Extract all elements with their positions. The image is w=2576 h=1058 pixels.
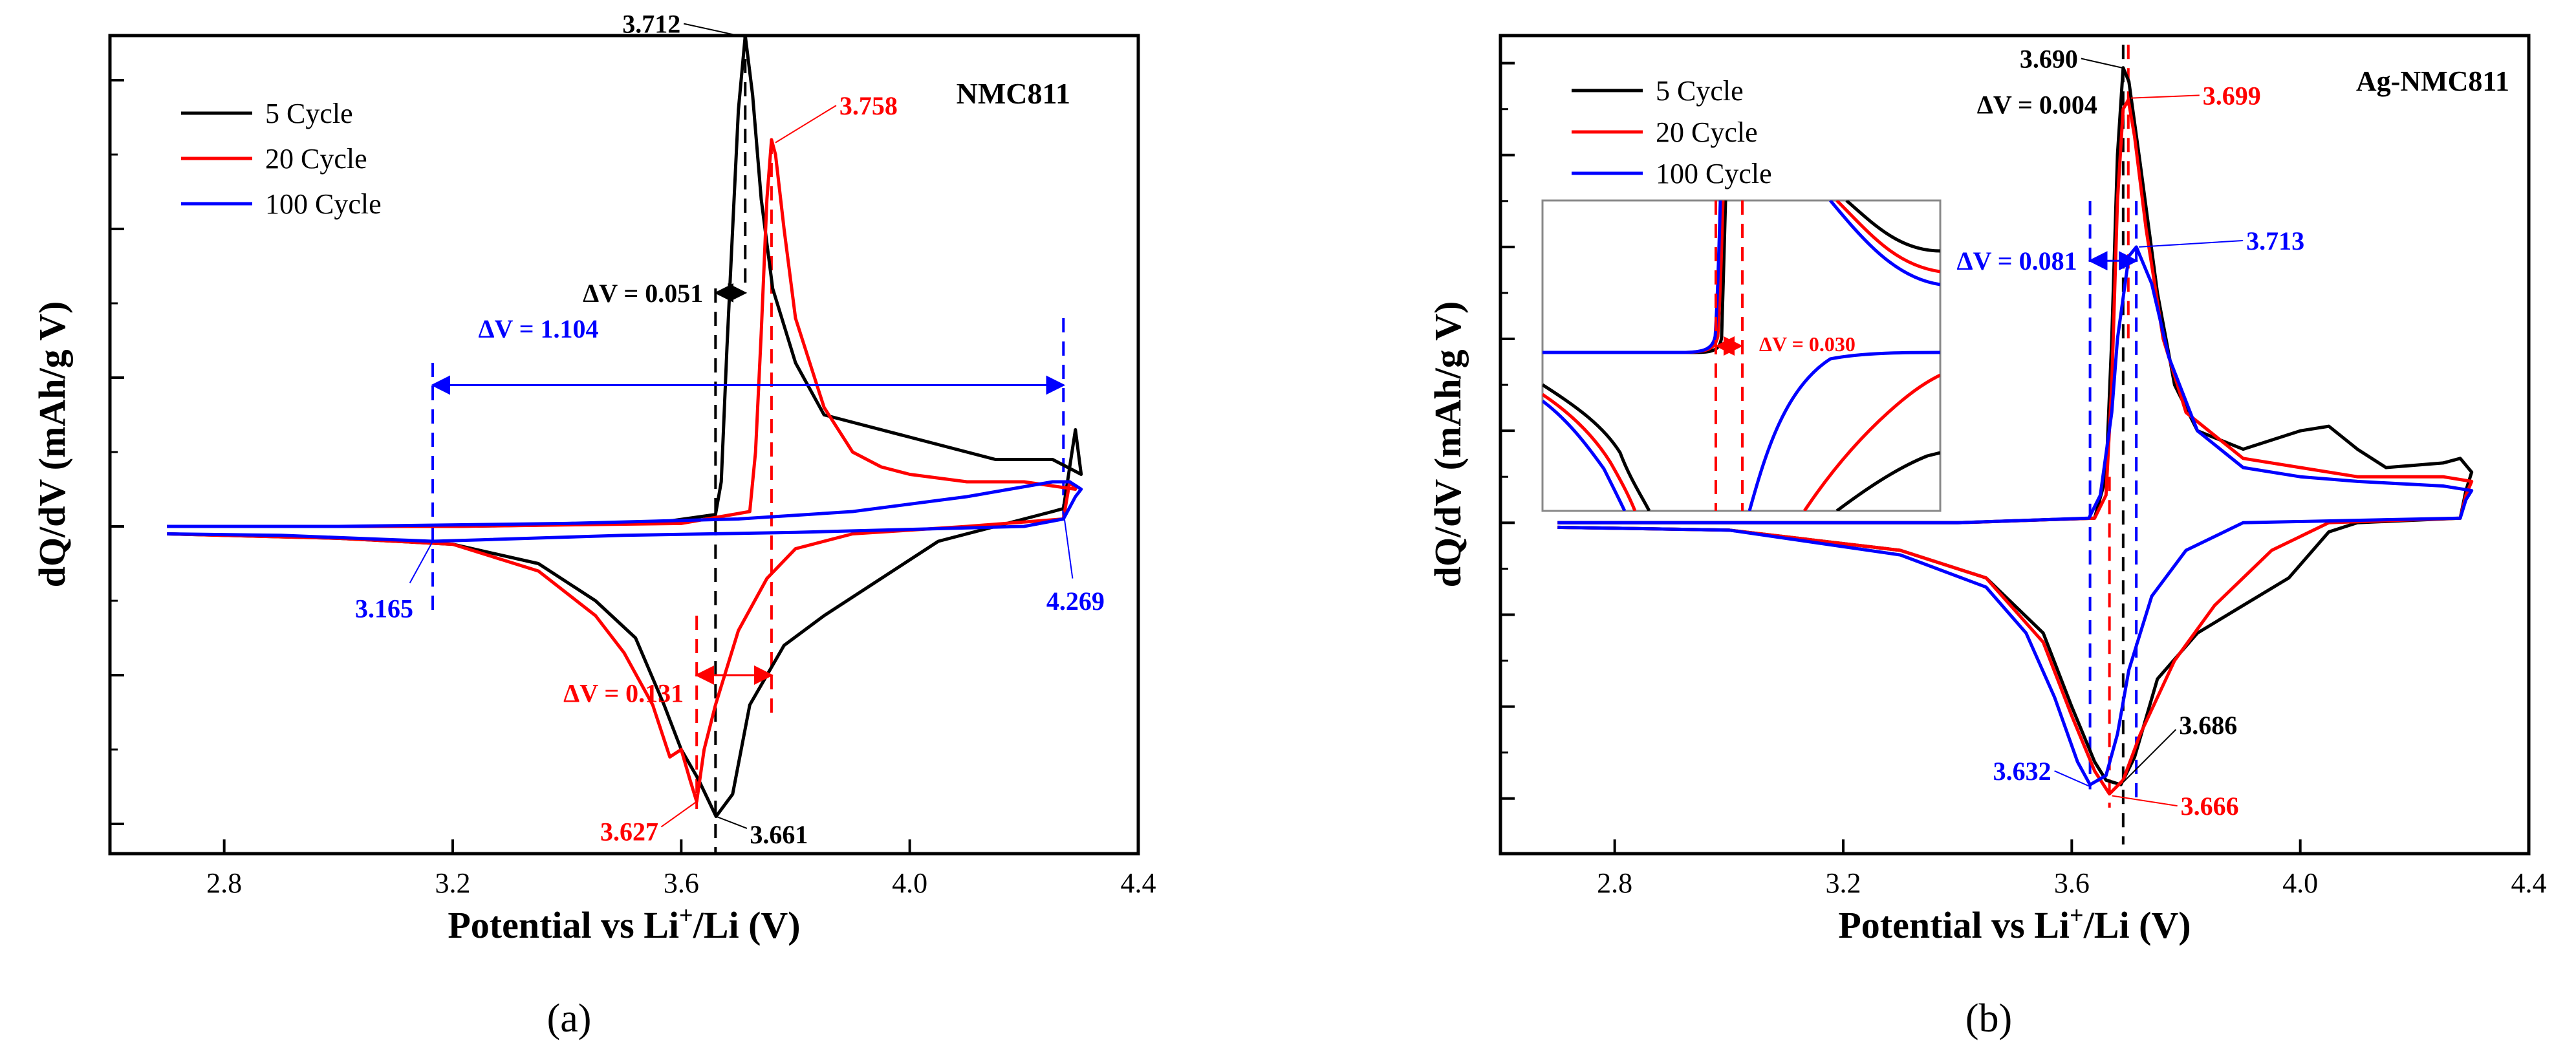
dv-5-label: ΔV = 0.004 — [1977, 91, 2097, 120]
legend-label: 100 Cycle — [1656, 158, 1772, 189]
axis-ticks-a: 2.8 3.2 3.6 4.0 4.4 — [110, 79, 1156, 899]
peak-5-label: 3.712 — [622, 10, 680, 39]
y-axis-label-b: dQ/dV (mAh/g V) — [1427, 301, 1469, 588]
x-axis-label-b: Potential vs Li+/Li (V) — [1838, 902, 2191, 946]
value-100-right-label: 4.269 — [1046, 587, 1105, 616]
reference-lines-b — [2088, 45, 2138, 845]
panel-a-chart: 2.8 3.2 3.6 4.0 4.4 5 Cycle 20 Cycle 100 Cycle… — [31, 10, 1156, 1041]
series-20-cycle — [1557, 98, 2474, 796]
annotations-b: 3.690 ΔV = 0.004 3.699 3.713 ΔV = 0.081 3.632… — [1957, 45, 2305, 821]
data-curves-a — [167, 36, 1083, 818]
legend-a: 5 Cycle 20 Cycle 100 Cycle — [181, 98, 382, 220]
inset-curve-5-upper-right — [1845, 200, 1940, 253]
inset-curve-20-lower-left — [1542, 393, 1637, 511]
reference-lines-a — [431, 36, 1065, 854]
valley-5-leader — [2123, 729, 2177, 783]
inset-curve-5-lower-left — [1542, 383, 1651, 511]
legend-label: 100 Cycle — [265, 188, 382, 220]
dv-100-label: ΔV = 1.104 — [478, 314, 598, 343]
peak-100-label: 3.713 — [2246, 226, 2304, 255]
x-axis-label-sup-b: + — [2070, 902, 2084, 929]
dv-100-label: ΔV = 0.081 — [1957, 246, 2077, 275]
valley-100-leader — [2054, 770, 2091, 788]
inset-curve-100-lower-right — [1748, 351, 1940, 511]
x-tick-label: 4.4 — [2511, 867, 2547, 899]
annotations-a: 3.712 3.758 ΔV = 0.051 ΔV = 1.104 ΔV = 0.131… — [355, 10, 1105, 849]
peak-5-leader — [684, 23, 744, 38]
series-5-cycle — [167, 36, 1083, 818]
series-100-cycle — [167, 480, 1083, 543]
data-curves-b — [1557, 66, 2474, 796]
inset-curve-20-lower-right — [1802, 373, 1940, 511]
peak-100-leader — [2139, 239, 2244, 248]
legend-label: 20 Cycle — [1656, 116, 1758, 148]
inset-curve-100-upper-right — [1829, 200, 1940, 286]
legend-b: 5 Cycle 20 Cycle 100 Cycle — [1572, 75, 1772, 189]
x-tick-label: 3.6 — [664, 867, 699, 899]
peak-20-leader — [2130, 94, 2200, 99]
series-20-cycle — [167, 138, 1077, 803]
peak-20-label: 3.758 — [839, 91, 898, 120]
x-axis-label-tail-a: /Li (V) — [693, 904, 801, 946]
axis-ticks-b: 2.8 3.2 3.6 4.0 4.4 — [1500, 61, 2547, 899]
chart-title-b: Ag-NMC811 — [2356, 65, 2509, 97]
valley-5-leader — [715, 815, 748, 829]
valley-100-label: 3.632 — [1993, 757, 2051, 786]
series-5-cycle — [1557, 66, 2474, 786]
inset-curve-100-lower-left — [1542, 400, 1627, 511]
x-tick-label: 4.4 — [1121, 867, 1156, 899]
x-axis-label-main-a: Potential vs Li — [448, 904, 679, 946]
y-axis-label-a: dQ/dV (mAh/g V) — [31, 301, 73, 588]
x-tick-label: 2.8 — [1597, 867, 1632, 899]
legend-label: 5 Cycle — [265, 98, 353, 129]
value-100-right-leader — [1063, 511, 1074, 579]
x-tick-label: 3.2 — [1826, 867, 1861, 899]
x-axis-label-main-b: Potential vs Li — [1838, 904, 2070, 946]
legend-label: 5 Cycle — [1656, 75, 1744, 107]
valley-20-leader — [2112, 795, 2178, 807]
x-tick-label: 3.2 — [435, 867, 471, 899]
x-axis-label-a: Potential vs Li+/Li (V) — [448, 902, 800, 946]
plot-frame-a — [108, 34, 1140, 856]
x-tick-label: 2.8 — [206, 867, 242, 899]
inset-dv-label: ΔV = 0.030 — [1759, 332, 1856, 356]
x-axis-label-tail-b: /Li (V) — [2083, 904, 2191, 946]
x-tick-label: 3.6 — [2054, 867, 2090, 899]
dv-5-label: ΔV = 0.051 — [583, 279, 703, 308]
legend-label: 20 Cycle — [265, 143, 367, 175]
panel-b-chart: 2.8 3.2 3.6 4.0 4.4 Δ — [1427, 34, 2547, 1041]
inset-curve-5-lower-right — [1835, 451, 1940, 511]
inset-curves — [1542, 200, 1940, 511]
series-100-cycle — [1557, 245, 2474, 786]
value-100-left-label: 3.165 — [355, 594, 413, 623]
panel-label-b: (b) — [1965, 997, 2012, 1041]
panel-label-a: (a) — [547, 997, 592, 1041]
inset-curve-5-upper — [1542, 200, 1727, 354]
peak-5-leader — [2081, 58, 2123, 69]
valley-5-label: 3.686 — [2179, 711, 2237, 740]
x-tick-label: 4.0 — [2282, 867, 2318, 899]
valley-20-label: 3.666 — [2181, 792, 2239, 821]
valley-5-label: 3.661 — [750, 820, 808, 849]
peak-20-label: 3.699 — [2203, 81, 2261, 110]
plot-frame-b — [1499, 34, 2531, 856]
peak-5-label: 3.690 — [2020, 45, 2078, 74]
valley-20-label: 3.627 — [600, 817, 658, 847]
x-axis-label-sup-a: + — [679, 902, 693, 929]
inset-curve-20-upper-right — [1835, 200, 1940, 274]
peak-20-leader — [775, 105, 837, 144]
chart-title-a: NMC811 — [957, 77, 1070, 110]
x-tick-label: 4.0 — [892, 867, 927, 899]
valley-20-leader — [660, 801, 697, 828]
dv-20-label: ΔV = 0.131 — [563, 679, 684, 708]
value-100-left-leader — [409, 541, 433, 583]
zoom-inset-b: ΔV = 0.030 — [1541, 199, 1942, 512]
